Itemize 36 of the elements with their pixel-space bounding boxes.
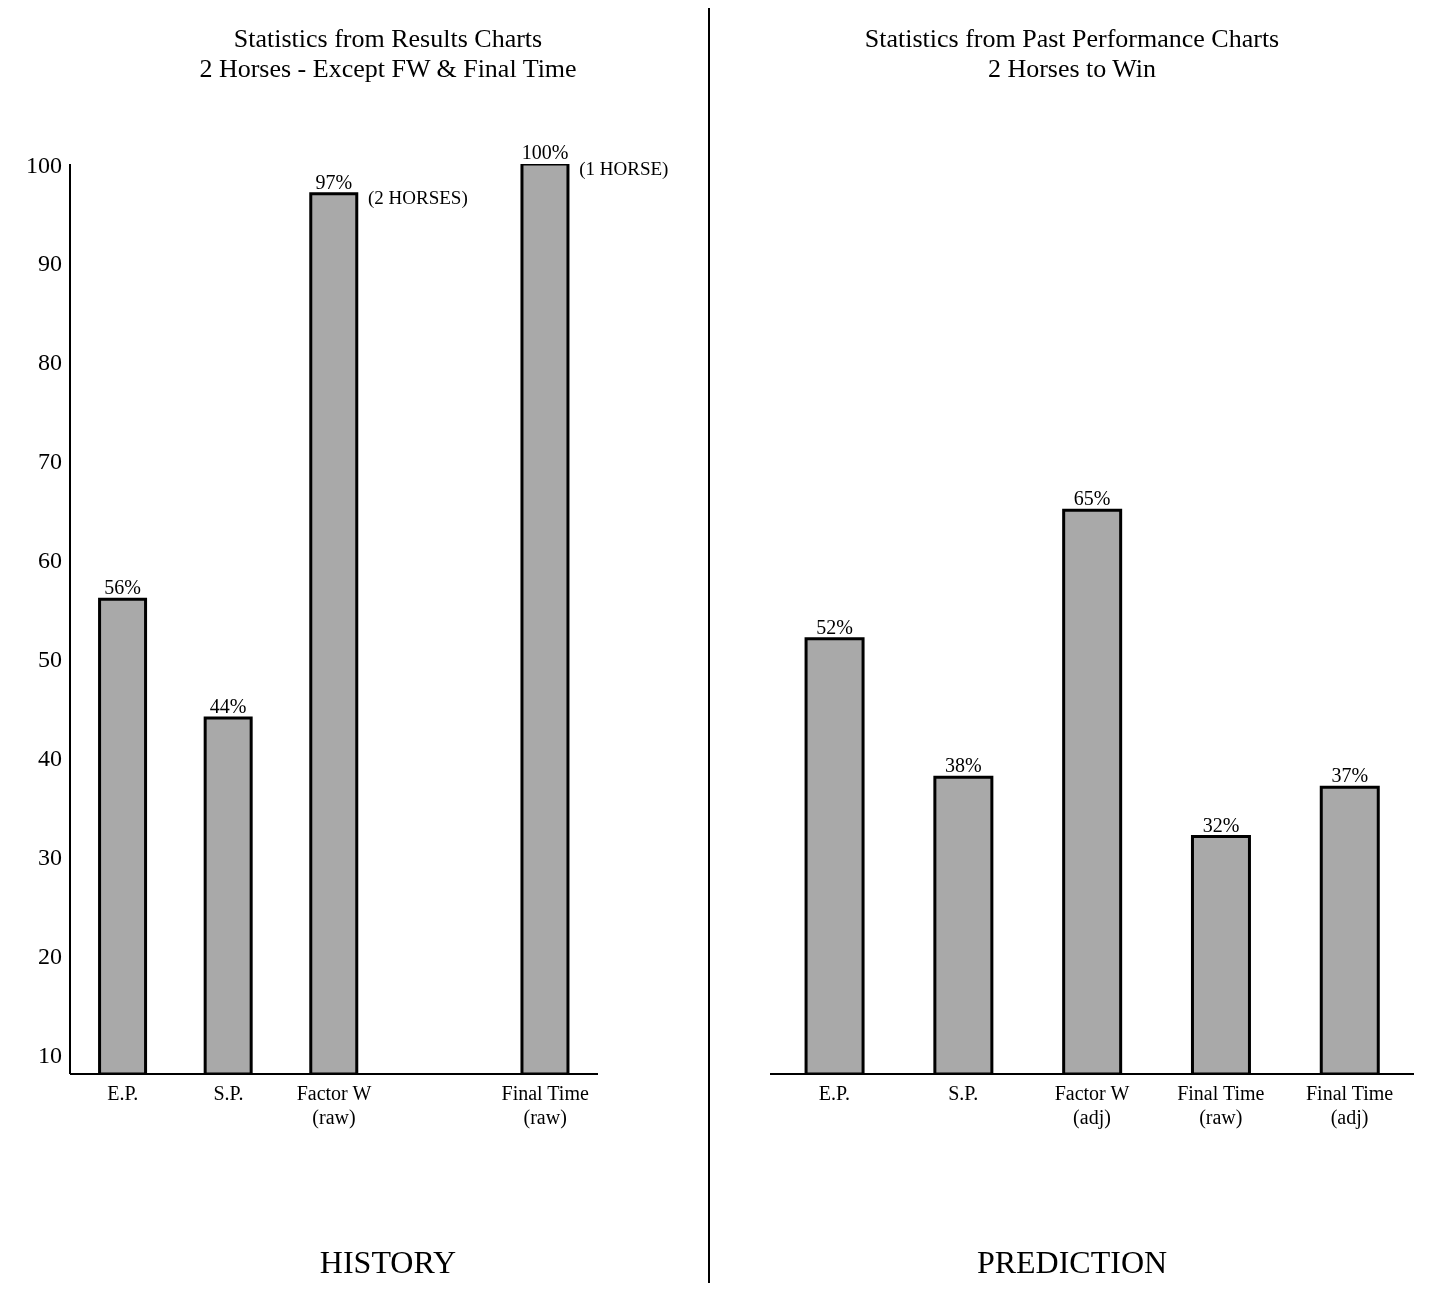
x-tick-label: S.P.: [948, 1082, 979, 1104]
y-tick-label: 100: [26, 151, 62, 178]
data-label: 56%: [104, 576, 141, 599]
x-tick-label: Final Time (raw): [1177, 1082, 1265, 1129]
x-tick-label: Factor W (adj): [1054, 1082, 1130, 1129]
x-axis-title: HISTORY: [318, 1244, 458, 1281]
data-label: 32%: [1202, 813, 1240, 836]
data-label: 38%: [945, 754, 982, 777]
x-tick-label: Final Time (raw): [501, 1082, 589, 1129]
data-label: 44%: [209, 694, 247, 717]
y-tick-label: 40: [38, 745, 62, 771]
chart-subtitle: 2 Horses - Except FW & Final Time: [198, 54, 578, 84]
data-label: 97%: [315, 170, 353, 193]
chart-title: Statistics from Past Performance Charts: [863, 24, 1281, 54]
x-tick-label: E.P.: [107, 1082, 139, 1104]
data-label: 52%: [816, 615, 853, 638]
y-tick-label: 80: [38, 349, 62, 376]
y-tick-label: 50: [38, 646, 62, 673]
annotation: (1 HORSE): [579, 157, 669, 180]
chart-subtitle: 2 Horses to Win: [986, 54, 1158, 84]
y-tick-label: 30: [38, 843, 62, 870]
y-tick-label: 60: [38, 547, 62, 574]
y-tick-label: 70: [38, 448, 62, 475]
y-tick-label: 10: [38, 1041, 62, 1068]
x-tick-label: Factor W (raw): [296, 1082, 372, 1129]
data-label: 65%: [1073, 487, 1111, 510]
x-tick-label: E.P.: [818, 1082, 850, 1104]
data-label: 100%: [521, 141, 569, 163]
y-tick-label: 20: [38, 942, 62, 969]
chart-title: Statistics from Results Charts: [232, 24, 544, 54]
x-tick-label: Final Time (adj): [1305, 1082, 1394, 1129]
data-label: 37%: [1331, 764, 1369, 787]
x-tick-label: S.P.: [213, 1082, 244, 1104]
y-tick-label: 90: [38, 250, 62, 277]
x-axis-title: PREDICTION: [975, 1244, 1169, 1281]
annotation: (2 HORSES): [368, 187, 468, 210]
